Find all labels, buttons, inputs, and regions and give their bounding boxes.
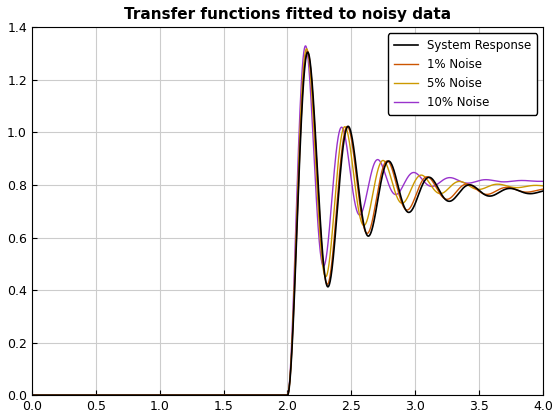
- Legend: System Response, 1% Noise, 5% Noise, 10% Noise: System Response, 1% Noise, 5% Noise, 10%…: [388, 33, 537, 115]
- 10% Noise: [87, 393, 94, 398]
- 1% Noise: [475, 188, 482, 193]
- System Response: [29, 393, 35, 398]
- 5% Noise: [540, 184, 547, 189]
- System Response: [530, 191, 536, 196]
- 10% Noise: [540, 179, 547, 184]
- System Response: [87, 393, 94, 398]
- 10% Noise: [302, 43, 309, 48]
- System Response: [304, 50, 311, 55]
- Line: 10% Noise: 10% Noise: [32, 46, 543, 395]
- System Response: [246, 393, 253, 398]
- 5% Noise: [530, 183, 536, 188]
- Line: 5% Noise: 5% Noise: [32, 49, 543, 395]
- 5% Noise: [304, 46, 310, 51]
- 1% Noise: [530, 189, 536, 194]
- 1% Noise: [304, 49, 311, 54]
- 5% Noise: [117, 393, 124, 398]
- 10% Noise: [246, 393, 253, 398]
- 5% Noise: [246, 393, 253, 398]
- 1% Noise: [246, 393, 253, 398]
- 1% Noise: [225, 393, 231, 398]
- 10% Noise: [225, 393, 231, 398]
- Line: System Response: System Response: [32, 52, 543, 395]
- 10% Noise: [117, 393, 124, 398]
- Title: Transfer functions fitted to noisy data: Transfer functions fitted to noisy data: [124, 7, 451, 22]
- 1% Noise: [87, 393, 94, 398]
- 1% Noise: [540, 186, 547, 192]
- 10% Noise: [29, 393, 35, 398]
- System Response: [540, 189, 547, 194]
- 5% Noise: [475, 187, 482, 192]
- System Response: [225, 393, 231, 398]
- 1% Noise: [117, 393, 124, 398]
- 5% Noise: [225, 393, 231, 398]
- 10% Noise: [530, 178, 536, 184]
- System Response: [117, 393, 124, 398]
- System Response: [475, 187, 482, 192]
- Line: 1% Noise: 1% Noise: [32, 51, 543, 395]
- 10% Noise: [475, 178, 482, 184]
- 5% Noise: [29, 393, 35, 398]
- 5% Noise: [87, 393, 94, 398]
- 1% Noise: [29, 393, 35, 398]
